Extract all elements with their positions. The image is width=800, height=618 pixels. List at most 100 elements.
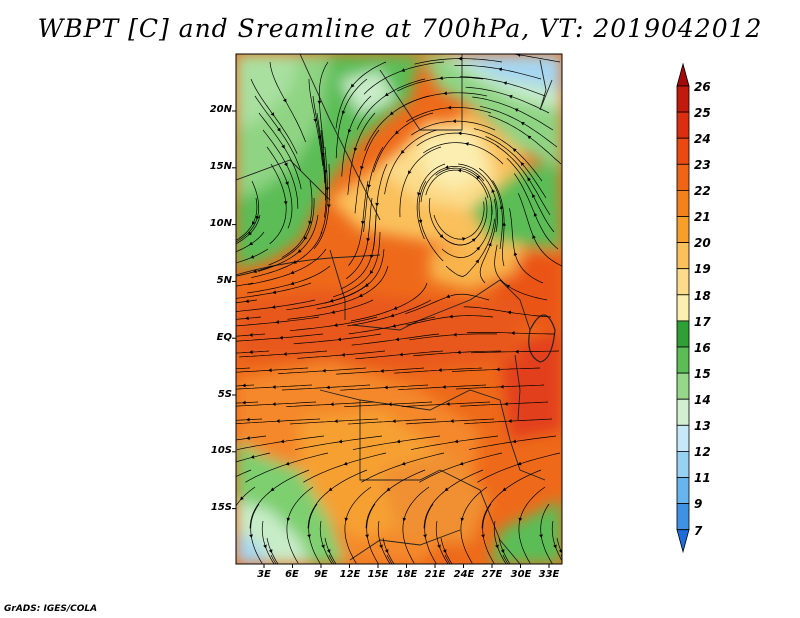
colorbar-segment xyxy=(676,294,690,322)
streamline xyxy=(262,129,299,209)
streamline xyxy=(269,61,306,143)
streamline xyxy=(456,384,545,390)
streamline-arrow xyxy=(317,100,322,105)
streamline-arrow xyxy=(506,284,511,289)
streamline-arrow xyxy=(275,320,280,324)
streamline xyxy=(307,469,368,529)
streamline xyxy=(437,197,488,246)
streamline-arrow xyxy=(500,549,505,554)
streamline xyxy=(463,306,552,318)
colorbar-label: 25 xyxy=(694,106,711,120)
streamline xyxy=(466,332,555,335)
streamline xyxy=(363,146,384,232)
streamline xyxy=(414,58,503,65)
colorbar-label: 14 xyxy=(694,393,711,407)
streamline-arrow xyxy=(292,260,297,264)
streamline-arrow xyxy=(475,259,480,264)
streamline xyxy=(394,367,483,374)
streamline-arrow xyxy=(457,168,462,173)
streamline xyxy=(355,350,444,360)
streamline-arrow xyxy=(245,316,249,321)
streamline xyxy=(478,168,503,250)
colorbar-segment xyxy=(676,398,690,426)
streamline-arrow xyxy=(328,487,333,492)
streamline xyxy=(351,282,428,322)
streamline xyxy=(386,554,393,564)
colorbar-segment xyxy=(676,477,690,505)
streamline xyxy=(236,418,263,421)
streamline-arrow xyxy=(308,220,312,225)
streamline-arrow xyxy=(277,127,281,132)
streamline-arrow xyxy=(279,335,283,340)
streamline xyxy=(236,452,271,463)
streamline-arrow xyxy=(323,170,328,174)
streamline xyxy=(236,333,266,337)
streamline xyxy=(286,486,314,564)
streamline-arrow xyxy=(313,118,318,123)
streamline-arrow xyxy=(508,94,513,99)
streamline xyxy=(423,469,484,529)
streamline-arrow xyxy=(338,439,343,444)
streamline-arrow xyxy=(401,68,406,72)
streamline-arrow xyxy=(457,131,462,136)
streamline-arrow xyxy=(539,534,543,539)
streamline-arrow xyxy=(464,142,469,146)
lat-label-15n: 15N xyxy=(209,161,232,172)
streamline-arrow xyxy=(343,461,348,466)
streamline xyxy=(402,486,430,564)
streamline xyxy=(465,86,550,114)
lat-label-20n: 20N xyxy=(209,104,232,115)
colorbar-label: 26 xyxy=(694,80,711,94)
streamline-arrow xyxy=(240,496,244,501)
streamline-arrow xyxy=(379,544,383,549)
streamline-arrow xyxy=(386,487,391,492)
lat-label-5n: 5N xyxy=(216,275,232,286)
streamline-arrow xyxy=(511,331,515,335)
streamline-arrow xyxy=(491,188,496,193)
streamline-arrow xyxy=(408,170,412,175)
colorbar-label: 13 xyxy=(694,419,711,433)
streamline-arrow xyxy=(384,549,389,554)
streamline-arrow xyxy=(358,293,363,298)
streamline-arrow xyxy=(439,76,443,81)
streamline-arrow xyxy=(285,461,290,466)
colorbar-segment xyxy=(676,424,690,452)
lon-label-12e: 12E xyxy=(339,569,361,580)
streamline xyxy=(247,248,327,286)
lon-label-9e: 9E xyxy=(314,569,328,580)
streamline-arrow xyxy=(512,148,517,153)
streamline xyxy=(472,96,554,131)
streamline xyxy=(236,197,258,241)
streamline-arrow xyxy=(527,177,531,182)
streamline xyxy=(498,537,511,564)
streamline xyxy=(496,145,551,216)
colorbar-segment xyxy=(676,529,690,554)
lon-label-3e: 3E xyxy=(257,569,271,580)
streamline-arrow xyxy=(331,310,335,315)
streamline xyxy=(281,180,313,258)
streamline-arrow xyxy=(402,517,407,522)
streamline xyxy=(365,469,426,529)
streamline xyxy=(460,401,549,407)
colorbar-segment xyxy=(676,242,690,270)
streamline-arrow xyxy=(388,402,392,407)
streamline-arrow xyxy=(321,544,325,549)
streamline xyxy=(518,486,546,564)
streamline-arrow xyxy=(249,534,253,539)
streamline-arrow xyxy=(369,254,374,259)
colorbar-segment xyxy=(676,137,690,165)
streamline-arrow xyxy=(400,149,405,154)
streamline xyxy=(324,537,337,564)
streamline-arrow xyxy=(360,220,365,225)
colorbar-label: 9 xyxy=(694,497,703,511)
streamline xyxy=(351,333,440,346)
streamline xyxy=(313,163,330,250)
streamline-arrow xyxy=(270,487,275,492)
streamline xyxy=(411,120,496,136)
streamline-arrow xyxy=(271,305,276,309)
streamline-arrow xyxy=(476,246,480,251)
streamline xyxy=(287,299,374,320)
streamline xyxy=(340,384,429,391)
colorbar-segment xyxy=(676,503,690,531)
streamline xyxy=(303,452,387,483)
